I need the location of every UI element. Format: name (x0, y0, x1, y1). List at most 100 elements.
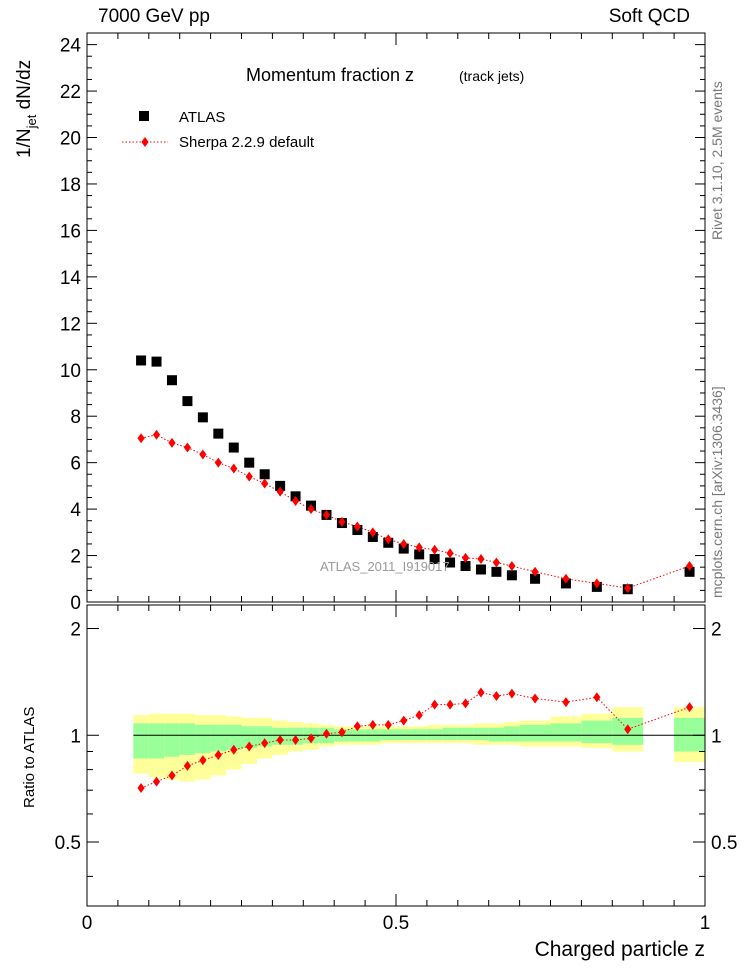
atlas-point (244, 457, 255, 468)
sherpa-point (508, 561, 516, 572)
atlas-point (460, 561, 471, 572)
legend-sherpa-marker (141, 137, 149, 147)
atlas-point (259, 469, 270, 480)
atlas-point (197, 412, 208, 423)
atlas-point (228, 442, 239, 453)
y-tick-label: 2 (70, 547, 81, 568)
sherpa-point (369, 527, 377, 538)
y-tick-label: 18 (60, 175, 81, 196)
atlas-point (166, 375, 177, 386)
sherpa-ratio-point (214, 749, 222, 760)
sherpa-ratio-point (152, 776, 161, 787)
sherpa-point (137, 433, 145, 444)
sherpa-point (477, 554, 485, 565)
sherpa-ratio-point (531, 693, 539, 704)
sherpa-point (230, 463, 238, 474)
sherpa-point (400, 538, 408, 549)
atlas-point (530, 573, 541, 584)
energy-label: 7000 GeV pp (98, 6, 210, 27)
ratio-band-inner (473, 727, 489, 740)
ratio-tick-label-left: 0.5 (55, 833, 81, 854)
y-tick-label: 16 (60, 221, 81, 242)
sherpa-ratio-point (353, 721, 361, 732)
ratio-tick-label-right: 0.5 (711, 833, 737, 854)
atlas-point (506, 570, 517, 581)
atlas-point (182, 396, 193, 407)
sherpa-ratio-point (384, 719, 392, 730)
y-tick-label: 12 (60, 314, 81, 335)
ratio-band-inner (256, 726, 273, 747)
legend: ATLAS Sherpa 2.2.9 default (122, 109, 315, 151)
y-tick-label: 8 (70, 407, 81, 428)
sherpa-ratio-point (369, 719, 377, 730)
x-tick-label: 0.5 (383, 913, 409, 934)
source-label: mcplots.cern.ch [arXiv:1306.3436] (709, 386, 725, 598)
ratio-band-inner (674, 717, 705, 752)
sherpa-point (322, 509, 331, 520)
ratio-band-inner (519, 724, 551, 742)
sherpa-point (593, 578, 601, 589)
sherpa-point (245, 471, 253, 482)
x-tick-label: 1 (700, 913, 711, 934)
ratio-tick-label-left: 1 (70, 726, 81, 747)
ratio-band-inner (380, 729, 396, 740)
sherpa-ratio-point (400, 715, 408, 726)
sherpa-point (353, 521, 361, 532)
ratio-band-inner (210, 724, 227, 752)
sherpa-point (168, 437, 176, 448)
sherpa-point (338, 516, 346, 527)
ratio-band-inner (504, 726, 520, 742)
ratio-band-inner (488, 727, 505, 742)
rivet-label: Rivet 3.1.10, 2.5M events (709, 81, 725, 240)
sherpa-ratio-point (685, 702, 694, 713)
sherpa-ratio-point (137, 783, 145, 794)
ratio-error-bands (133, 707, 705, 782)
sherpa-point (152, 429, 161, 440)
sherpa-ratio-point (461, 698, 470, 709)
legend-atlas-marker (139, 111, 149, 121)
sherpa-ratio-point (276, 734, 284, 745)
ratio-band-inner (457, 727, 474, 740)
sherpa-point (461, 552, 470, 563)
atlas-point (429, 554, 440, 565)
sherpa-ratio-point (199, 755, 207, 766)
sherpa-ratio-point (624, 724, 632, 735)
ratio-band-inner (164, 723, 180, 757)
sherpa-ratio-point (593, 692, 601, 703)
ratio-tick-label-left: 2 (70, 620, 81, 641)
ratio-band-inner (241, 726, 257, 749)
atlas-point (151, 356, 162, 367)
y-tick-label: 24 (60, 36, 82, 57)
y-tick-label: 20 (60, 129, 81, 150)
chart-subtitle: (track jets) (459, 68, 524, 84)
sherpa-point (492, 557, 501, 568)
y-tick-label: 0 (70, 593, 81, 614)
y-tick-label: 14 (60, 268, 82, 289)
x-tick-label: 0 (82, 913, 93, 934)
data-markers (136, 355, 695, 794)
sherpa-point (291, 495, 300, 506)
ratio-band-inner (426, 729, 443, 740)
sherpa-point (214, 457, 222, 468)
sherpa-ratio-point (307, 733, 315, 744)
sherpa-point (199, 449, 207, 460)
ratio-tick-label-right: 2 (711, 620, 722, 641)
sherpa-ratio-point (168, 770, 176, 781)
ratio-band-inner (396, 729, 412, 740)
sherpa-point (415, 542, 423, 553)
ratio-band-inner (179, 723, 196, 755)
sherpa-ratio-point (477, 687, 485, 698)
legend-sherpa-label: Sherpa 2.2.9 default (179, 134, 315, 151)
y-tick-label: 4 (70, 500, 81, 521)
sherpa-ratio-point (245, 741, 253, 752)
sherpa-point (446, 548, 454, 559)
sherpa-ratio-point (431, 699, 439, 710)
ratio-band-inner (411, 729, 427, 740)
sherpa-ratio-point (322, 728, 331, 739)
sherpa-ratio-point (338, 727, 346, 738)
chart-texts: Momentum fraction z (track jets) Charged p… (14, 60, 725, 961)
ratio-y-axis-label: Ratio to ATLAS (21, 707, 38, 808)
legend-atlas-label: ATLAS (179, 109, 225, 126)
